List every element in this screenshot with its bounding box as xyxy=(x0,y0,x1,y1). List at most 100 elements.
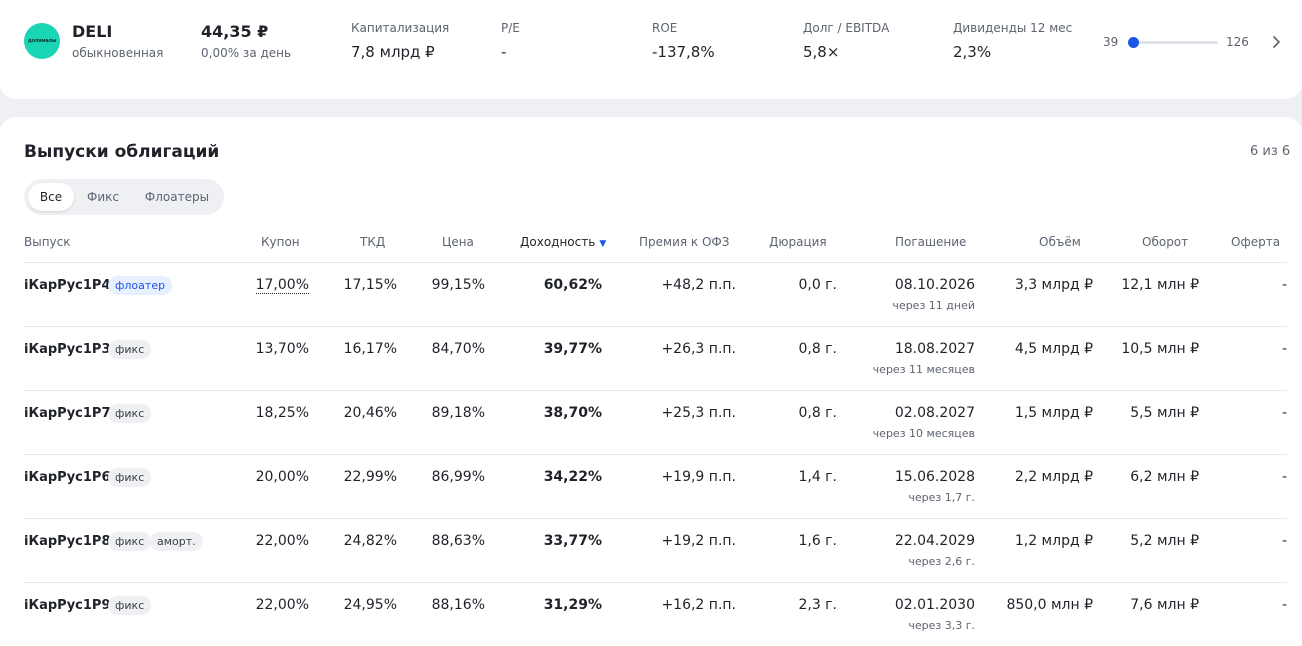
offer-value: - xyxy=(1281,597,1287,613)
maturity-remaining: через 2,6 г. xyxy=(908,555,975,568)
bond-name: iКарРус1P6 xyxy=(24,470,111,485)
turnover-value: 10,5 млн ₽ xyxy=(1121,341,1199,357)
chevron-right-icon[interactable] xyxy=(1268,34,1284,50)
coupon-value: 13,70% xyxy=(255,341,309,357)
tkd-value: 17,15% xyxy=(343,277,397,293)
volume-value: 3,3 млрд ₽ xyxy=(1014,277,1093,293)
section-title: Выпуски облигаций xyxy=(24,142,220,162)
price-change: 0,00% за день xyxy=(201,46,292,60)
metric-label: Долг / EBITDA xyxy=(803,21,890,35)
col-header-yield[interactable]: Доходность ▼ xyxy=(520,235,606,249)
col-header-turnover[interactable]: Оборот xyxy=(1142,235,1189,249)
table-row[interactable]: iКарРус1P9 фикс 22,00% 24,95% 88,16% 31,29% +1… xyxy=(24,582,1287,646)
bond-name: iКарРус1P3 xyxy=(24,342,111,357)
tkd-value: 22,99% xyxy=(343,469,397,485)
metric-dividends: Дивиденды 12 мес 2,3% xyxy=(953,21,1072,61)
bond-name: iКарРус1P7 xyxy=(24,406,111,421)
volume-value: 4,5 млрд ₽ xyxy=(1014,341,1093,357)
bond-name: iКарРус1P8 xyxy=(24,534,111,549)
range-min: 39 xyxy=(1103,35,1119,49)
bond-tag: фикс xyxy=(108,340,152,359)
metric-pe: P/E - xyxy=(501,21,520,61)
turnover-value: 6,2 млн ₽ xyxy=(1130,469,1199,485)
table-row[interactable]: iКарРус1P7 фикс 18,25% 20,46% 89,18% 38,70% +2… xyxy=(24,390,1287,454)
table-row[interactable]: iКарРус1P8 фикс аморт. 22,00% 24,82% 88,63% 33… xyxy=(24,518,1287,582)
tkd-value: 20,46% xyxy=(343,405,397,421)
coupon-value: 20,00% xyxy=(255,469,309,485)
premium-value: +26,3 п.п. xyxy=(661,341,736,357)
bond-tag: аморт. xyxy=(150,532,203,551)
maturity-remaining: через 3,3 г. xyxy=(908,619,975,632)
price-value: 89,18% xyxy=(431,405,485,421)
metric-value: - xyxy=(501,43,507,61)
filter-segmented-control: Все Фикс Флоатеры xyxy=(24,179,224,215)
turnover-value: 7,6 млн ₽ xyxy=(1130,597,1199,613)
coupon-value: 22,00% xyxy=(255,533,309,549)
filter-floaters[interactable]: Флоатеры xyxy=(144,190,210,204)
offer-value: - xyxy=(1281,405,1287,421)
maturity-date: 22.04.2029 xyxy=(894,533,975,549)
metric-label: ROE xyxy=(652,21,678,35)
premium-value: +16,2 п.п. xyxy=(661,597,736,613)
col-header-maturity[interactable]: Погашение xyxy=(895,235,967,249)
offer-value: - xyxy=(1281,533,1287,549)
table-row[interactable]: iКарРус1P4 флоатер 17,00% 17,15% 99,15% 60,62… xyxy=(24,262,1287,326)
price-value: 84,70% xyxy=(431,341,485,357)
table-row[interactable]: iКарРус1P3 фикс 13,70% 16,17% 84,70% 39,77% +2… xyxy=(24,326,1287,390)
tkd-value: 24,95% xyxy=(343,597,397,613)
duration-value: 1,4 г. xyxy=(798,469,837,485)
metric-label: Капитализация xyxy=(351,21,450,35)
premium-value: +19,9 п.п. xyxy=(661,469,736,485)
offer-value: - xyxy=(1281,341,1287,357)
yield-value: 31,29% xyxy=(543,597,602,613)
volume-value: 850,0 млн ₽ xyxy=(1006,597,1093,613)
yield-value: 33,77% xyxy=(543,533,602,549)
yield-value: 39,77% xyxy=(543,341,602,357)
turnover-value: 12,1 млн ₽ xyxy=(1121,277,1199,293)
maturity-date: 02.01.2030 xyxy=(894,597,975,613)
table-row[interactable]: iКарРус1P6 фикс 20,00% 22,99% 86,99% 34,22% +1… xyxy=(24,454,1287,518)
bond-tag: фикс xyxy=(108,404,152,423)
tkd-value: 16,17% xyxy=(343,341,397,357)
company-ticker: DELI xyxy=(72,22,113,41)
maturity-date: 18.08.2027 xyxy=(894,341,975,357)
col-header-price[interactable]: Цена xyxy=(442,235,474,249)
premium-value: +25,3 п.п. xyxy=(661,405,736,421)
company-summary-card: долямалы DELI обыкновенная 44,35 ₽ 0,00%… xyxy=(0,0,1302,99)
bond-name: iКарРус1P4 xyxy=(24,278,111,293)
col-header-premium[interactable]: Премия к ОФЗ xyxy=(639,235,730,249)
maturity-date: 08.10.2026 xyxy=(894,277,975,293)
metric-value: 5,8× xyxy=(803,43,840,61)
duration-value: 1,6 г. xyxy=(798,533,837,549)
filter-all[interactable]: Все xyxy=(28,183,74,211)
maturity-remaining: через 11 дней xyxy=(892,299,975,312)
maturity-remaining: через 11 месяцев xyxy=(872,363,975,376)
coupon-value: 22,00% xyxy=(255,597,309,613)
metric-debt-ebitda: Долг / EBITDA 5,8× xyxy=(803,21,889,61)
col-header-issue[interactable]: Выпуск xyxy=(24,235,71,249)
col-header-coupon[interactable]: Купон xyxy=(261,235,300,249)
coupon-value: 17,00% xyxy=(255,277,309,294)
metric-value: 7,8 млрд ₽ xyxy=(351,43,435,61)
premium-value: +48,2 п.п. xyxy=(661,277,736,293)
tkd-value: 24,82% xyxy=(343,533,397,549)
yield-value: 34,22% xyxy=(543,469,602,485)
volume-value: 1,5 млрд ₽ xyxy=(1014,405,1093,421)
price-value: 99,15% xyxy=(431,277,485,293)
col-header-offer[interactable]: Оферта xyxy=(1231,235,1281,249)
filter-fixed[interactable]: Фикс xyxy=(87,190,119,204)
col-header-tkd[interactable]: ТКД xyxy=(360,235,386,249)
duration-value: 2,3 г. xyxy=(798,597,837,613)
metric-label: P/E xyxy=(501,21,520,35)
yield-value: 38,70% xyxy=(543,405,602,421)
col-header-volume[interactable]: Объём xyxy=(1039,235,1081,249)
share-type: обыкновенная xyxy=(72,46,164,60)
col-header-duration[interactable]: Дюрация xyxy=(769,235,827,249)
sort-desc-icon: ▼ xyxy=(599,239,607,249)
bonds-count: 6 из 6 xyxy=(1250,144,1291,159)
col-header-yield-label: Доходность xyxy=(520,235,596,249)
premium-value: +19,2 п.п. xyxy=(661,533,736,549)
yield-value: 60,62% xyxy=(543,277,602,293)
maturity-date: 02.08.2027 xyxy=(894,405,975,421)
metric-label: Дивиденды 12 мес xyxy=(953,21,1073,35)
